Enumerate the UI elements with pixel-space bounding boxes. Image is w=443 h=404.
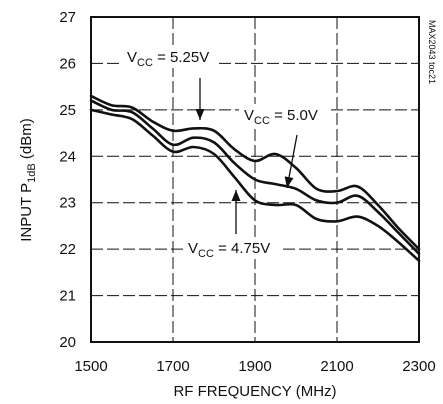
- annotation-vcc-5-25v: VCC = 5.25V: [122, 46, 218, 120]
- plot-frame: [90, 16, 420, 343]
- annotation-label: VCC = 5.0V: [244, 107, 318, 127]
- y-tick-label: 24: [59, 148, 76, 165]
- y-tick-label: 22: [59, 241, 76, 258]
- annotation-background: [183, 237, 283, 259]
- y-axis-title-subscript: 1dB: [26, 163, 38, 183]
- x-tick-label: 1700: [156, 358, 189, 375]
- y-axis-title-main: INPUT P: [18, 183, 35, 242]
- x-tick-label: 1500: [74, 358, 107, 375]
- annotation-arrowhead: [195, 109, 205, 120]
- y-axis-title-unit: (dBm): [18, 118, 35, 163]
- x-axis-title: RF FREQUENCY (MHz): [173, 383, 336, 400]
- annotation-label: VCC = 5.25V: [127, 49, 209, 69]
- y-tick-label: 27: [59, 9, 76, 26]
- annotation-vcc-4-75v: VCC = 4.75V: [183, 190, 283, 260]
- series-lines: [89, 94, 421, 263]
- y-tick-label: 20: [59, 334, 76, 351]
- x-tick-label: 2300: [402, 358, 435, 375]
- annotation-vcc-5-0v: VCC = 5.0V: [239, 104, 329, 189]
- annotation-background: [239, 104, 329, 126]
- figure-id-note: MAX2043 toc21: [427, 20, 437, 84]
- x-tick-label: 2100: [320, 358, 353, 375]
- tick-labels: 20 21 22 23 24 25 26 27 1500 1700 1900 2100 2300: [59, 9, 435, 375]
- annotation-arrowhead: [231, 190, 241, 201]
- annotation-label: VCC = 4.75V: [188, 240, 270, 260]
- y-tick-label: 23: [59, 195, 76, 212]
- annotation-background: [122, 46, 218, 68]
- y-tick-label: 25: [59, 102, 76, 119]
- series-line-vcc-5-0v: [89, 99, 421, 256]
- x-tick-label: 1900: [238, 358, 271, 375]
- y-tick-label: 21: [59, 288, 76, 305]
- series-line-vcc-4-75v: [89, 108, 421, 263]
- annotations: VCC = 5.25V VCC = 5.0V VCC = 4.75V: [122, 46, 329, 260]
- y-tick-label: 26: [59, 55, 76, 72]
- y-axis-title: INPUT P1dB (dBm): [18, 118, 38, 241]
- series-line-vcc-5-25v: [89, 94, 421, 251]
- annotation-arrowhead: [284, 176, 294, 188]
